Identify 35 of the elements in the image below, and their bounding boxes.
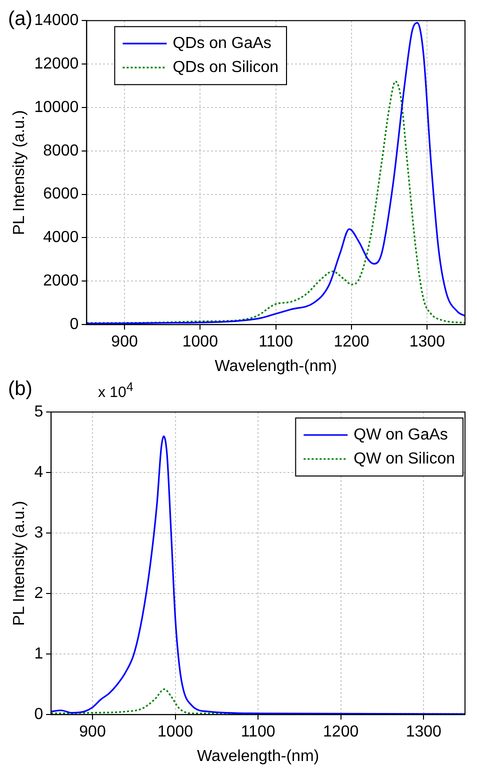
y-tick-label: 0 — [70, 316, 79, 334]
x-tick-label: 1200 — [334, 334, 370, 351]
y-tick-label: 8000 — [43, 142, 79, 160]
y-tick-label: 14000 — [34, 12, 79, 30]
x-tick-label: 900 — [111, 334, 138, 351]
y-tick-label: 12000 — [34, 55, 79, 72]
legend-label: QDs on GaAs — [172, 35, 272, 52]
y-tick-label: 3 — [34, 524, 44, 542]
x-tick-label: 1100 — [240, 724, 276, 741]
x-tick-label: 1000 — [157, 724, 194, 741]
y-tick-label: 0 — [34, 706, 44, 724]
legend-label: QW on Silicon — [354, 450, 456, 468]
chart-title: (b) — [8, 378, 32, 401]
y-axis-title: PL Intensity (a.u.) — [11, 110, 28, 235]
y-tick-label: 2 — [34, 584, 44, 602]
x-tick-label: 1300 — [406, 724, 442, 741]
x-tick-label: 900 — [79, 724, 106, 741]
y-tick-label: 10000 — [34, 98, 79, 116]
y-tick-label: 5 — [34, 403, 44, 420]
x-axis-title: Wavelength-(nm) — [214, 358, 337, 375]
y-tick-label: 6000 — [43, 186, 79, 203]
x-tick-label: 1000 — [182, 334, 218, 351]
y-tick-label: 4000 — [43, 229, 79, 246]
y-tick-label: 1 — [34, 645, 44, 662]
x-tick-label: 1200 — [323, 724, 359, 741]
y-tick-label: 4 — [34, 464, 44, 481]
x-tick-label: 1100 — [258, 334, 294, 351]
y-tick-label: 2000 — [43, 272, 79, 290]
y-axis-title: PL Intensity (a.u.) — [11, 500, 28, 626]
chart-title: (a) — [8, 8, 32, 31]
legend-label: QW on GaAs — [354, 426, 448, 444]
legend-label: QDs on Silicon — [172, 59, 279, 76]
text: x 10$^{4}$ — [98, 380, 134, 401]
x-axis-title: Wavelength-(nm) — [196, 748, 320, 765]
x-tick-label: 1300 — [409, 334, 446, 351]
